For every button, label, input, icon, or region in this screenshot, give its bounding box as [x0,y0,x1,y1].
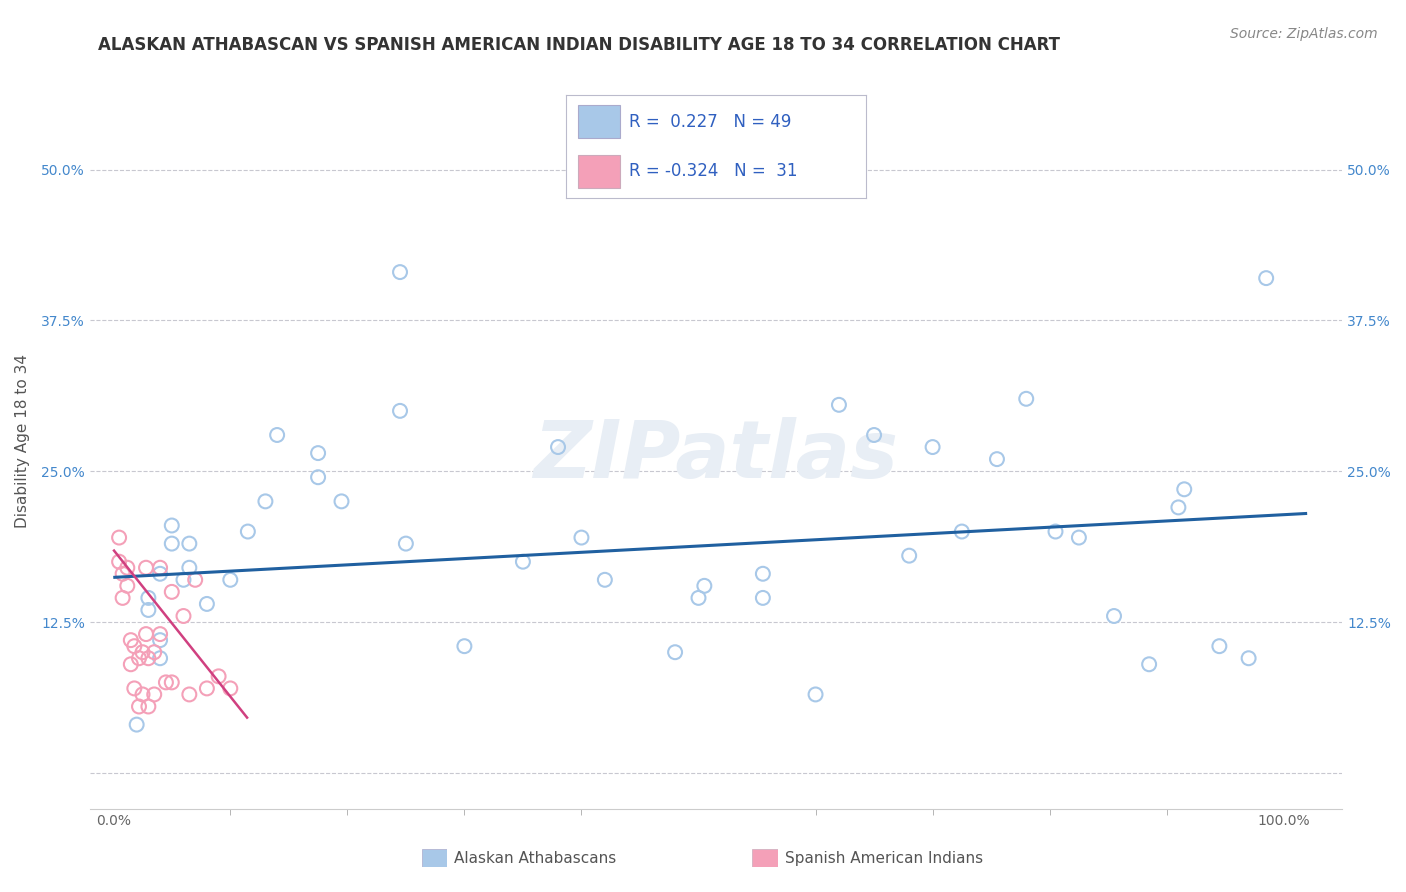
Point [453,639,475,653]
Point [160,675,183,690]
Point [184,573,207,587]
Point [108,531,131,545]
Point [254,494,277,508]
Point [1137,657,1160,672]
Point [173,609,195,624]
Point [195,597,218,611]
Point [395,536,418,550]
Point [160,536,183,550]
Point [693,579,716,593]
Point [571,531,593,545]
Point [950,524,973,539]
Point [149,560,172,574]
Point [138,603,160,617]
Point [593,573,616,587]
Point [143,645,166,659]
Point [128,651,150,665]
Point [1167,500,1189,515]
Point [149,566,172,581]
Point [688,591,710,605]
Point [111,566,134,581]
Point [117,560,139,574]
Point [1173,483,1195,497]
Point [207,669,229,683]
Point [111,591,134,605]
Point [149,651,172,665]
Point [155,675,177,690]
Point [1237,651,1260,665]
Point [124,639,146,653]
Point [219,573,242,587]
Point [512,555,534,569]
Point [219,681,242,696]
Point [389,265,412,279]
Point [135,560,157,574]
Point [138,651,160,665]
Point [921,440,943,454]
Point [138,591,160,605]
Point [863,428,886,442]
Text: Alaskan Athabascans: Alaskan Athabascans [454,851,616,865]
Point [236,524,259,539]
Point [1067,531,1090,545]
Point [1102,609,1125,624]
Text: Spanish American Indians: Spanish American Indians [785,851,983,865]
Point [179,688,201,702]
Point [330,494,353,508]
Point [125,717,148,731]
Text: Source: ZipAtlas.com: Source: ZipAtlas.com [1230,27,1378,41]
Point [120,633,142,648]
Point [752,591,775,605]
Point [108,555,131,569]
Text: ALASKAN ATHABASCAN VS SPANISH AMERICAN INDIAN DISABILITY AGE 18 TO 34 CORRELATIO: ALASKAN ATHABASCAN VS SPANISH AMERICAN I… [98,36,1060,54]
Point [752,566,775,581]
Point [986,452,1008,467]
Point [1256,271,1278,285]
Point [266,428,288,442]
Point [1015,392,1038,406]
Point [179,560,201,574]
Point [898,549,921,563]
Y-axis label: Disability Age 18 to 34: Disability Age 18 to 34 [15,354,30,528]
Point [117,579,139,593]
Point [307,446,329,460]
Point [149,627,172,641]
Point [135,627,157,641]
Point [179,536,201,550]
Point [307,470,329,484]
Point [389,404,412,418]
Point [1045,524,1067,539]
Point [804,688,827,702]
Point [664,645,686,659]
Point [195,681,218,696]
Point [120,657,142,672]
Point [160,585,183,599]
Point [547,440,569,454]
Point [149,633,172,648]
Point [1208,639,1230,653]
Point [828,398,851,412]
Point [128,699,150,714]
Point [138,699,160,714]
Text: ZIPatlas: ZIPatlas [533,417,898,495]
Point [173,573,195,587]
Point [131,645,153,659]
Point [160,518,183,533]
Point [124,681,146,696]
Point [131,688,153,702]
Point [143,688,166,702]
